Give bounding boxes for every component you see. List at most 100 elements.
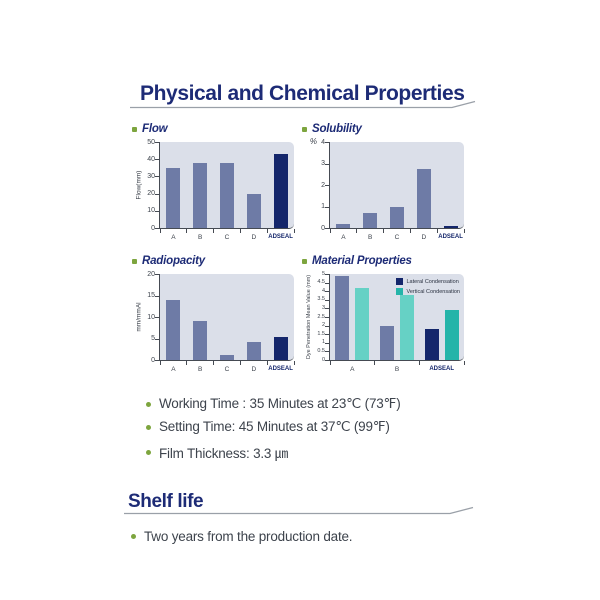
bar-C — [220, 162, 234, 228]
property-working-time: Working Time : 35 Minutes at 23℃ (73℉) — [159, 396, 401, 411]
bullet-icon — [146, 401, 151, 407]
ytick: 20 — [147, 270, 155, 278]
bar-ADSEAL — [273, 337, 288, 360]
xdash — [436, 229, 438, 233]
xlabel: D — [421, 234, 427, 241]
ytick: 10 — [147, 313, 155, 321]
xlabel: A — [171, 366, 176, 373]
ydash — [325, 142, 329, 143]
legend-sq — [396, 278, 404, 285]
xlabel: B — [198, 234, 203, 241]
ydash — [325, 360, 329, 361]
ylabel-wrap: Dye Penetration Mean Value (mm) — [304, 274, 314, 360]
xlabel: A — [171, 234, 176, 241]
ytick: 5 — [321, 270, 325, 277]
property-setting-time: Setting Time: 45 Minutes at 37℃ (99℉) — [159, 419, 390, 434]
xlabel: D — [251, 234, 257, 241]
ydash — [325, 206, 329, 208]
xlabel: C — [224, 366, 230, 373]
plot: 0 1 2 3 4 A B C D ADSEAL% — [310, 137, 465, 241]
xdash — [409, 229, 411, 233]
xdash — [293, 229, 295, 233]
y-axis-label: Flow(mm) — [135, 170, 143, 200]
chart-flow-plot: 0 10 20 30 40 50 A B C D ADSEAL Flow(mm) — [132, 136, 298, 252]
ytick: 0 — [321, 356, 325, 363]
chart-radiopacity-plot: 0 5 10 15 20 A B C D ADSEAL mm/mmAl — [132, 268, 298, 384]
section-title-shelf-life: Shelf life — [128, 491, 204, 512]
ylabel-wrap: mm/mmAl — [134, 274, 144, 360]
xdash — [374, 361, 376, 365]
bar-ADSEAL-1 — [444, 310, 459, 360]
ytick: 4 — [321, 287, 325, 294]
xdash — [356, 229, 358, 233]
ytick: 3 — [321, 160, 325, 167]
ytick: 5 — [151, 335, 155, 342]
ydash — [325, 274, 329, 275]
chart-material-properties-plot: 0 0.5 1 1.5 2 2.5 3 3.5 4 4.5 5 A B ADSEAL Dye Penetra… — [302, 268, 468, 384]
list-item: Working Time : 35 Minutes at 23℃ (73℉) — [146, 396, 401, 412]
chart-solubility: Solubility 0 1 2 3 4 A B C D ADSEAL% — [302, 122, 468, 254]
ydash — [155, 228, 159, 229]
bullet-icon — [302, 258, 307, 264]
section-title-properties: Physical and Chemical Properties — [140, 82, 465, 105]
bullet-icon — [146, 424, 151, 430]
ydash — [325, 163, 329, 165]
bullet-icon — [131, 534, 136, 539]
xdash — [266, 229, 268, 233]
xlabel: D — [251, 366, 257, 373]
ydash — [155, 142, 159, 143]
bar-ADSEAL-0 — [424, 329, 439, 360]
chart-solubility-plot: 0 1 2 3 4 A B C D ADSEAL% — [302, 136, 468, 252]
bar-B — [193, 321, 208, 360]
xlabel: ADSEAL — [429, 366, 454, 372]
xdash — [239, 229, 241, 233]
ytick: 1 — [321, 203, 325, 210]
ytick: 0.5 — [317, 347, 325, 354]
bar-D — [416, 168, 431, 228]
bar-C — [220, 354, 234, 360]
plot: 0 10 20 30 40 50 A B C D ADSEAL Flow(mm) — [136, 139, 295, 241]
ylabel-wrap: Flow(mm) — [134, 142, 144, 228]
chart-title-row: Radiopacity — [132, 254, 298, 268]
section-underline — [130, 100, 476, 109]
xdash — [293, 361, 295, 365]
ytick: 1.5 — [317, 330, 325, 337]
xlabel: C — [224, 234, 230, 241]
xdash — [266, 361, 268, 365]
chart-title: Flow — [142, 123, 168, 135]
bar-B — [193, 162, 208, 228]
ytick: 40 — [147, 155, 155, 163]
xlabel: ADSEAL — [268, 366, 293, 372]
ytick: 50 — [147, 138, 155, 146]
xdash — [329, 361, 331, 365]
xdash — [329, 229, 331, 233]
legend-row: Lateral Condensation — [396, 278, 460, 285]
ylabel-pct: % — [309, 137, 317, 146]
xlabel: ADSEAL — [438, 234, 463, 240]
ytick: 4 — [321, 138, 325, 146]
chart-title: Solubility — [312, 123, 362, 135]
chart-title-row: Solubility — [302, 122, 468, 136]
xlabel: A — [341, 234, 346, 241]
xlabel: A — [350, 366, 355, 373]
ytick: 2 — [321, 322, 325, 329]
ytick: 0 — [151, 224, 155, 232]
xdash — [463, 361, 465, 365]
legend-label: Lateral Condensation — [406, 278, 459, 285]
property-film-thickness: Film Thickness: 3.3 ㎛ — [159, 446, 289, 461]
xdash — [159, 361, 161, 365]
ydash — [325, 351, 329, 353]
xdash — [186, 361, 188, 365]
legend-label: Vertical Condensation — [406, 288, 460, 295]
ydash — [155, 193, 159, 195]
ytick: 2.5 — [317, 313, 325, 320]
ydash — [325, 185, 329, 186]
legend-row: Vertical Condensation — [396, 288, 460, 295]
xlabel: B — [394, 366, 400, 373]
xdash — [159, 229, 161, 233]
ytick: 30 — [147, 172, 155, 180]
xlabel: ADSEAL — [268, 234, 293, 240]
ytick: 20 — [147, 190, 155, 198]
y-axis-label: Dye Penetration Mean Value (mm) — [306, 274, 312, 360]
